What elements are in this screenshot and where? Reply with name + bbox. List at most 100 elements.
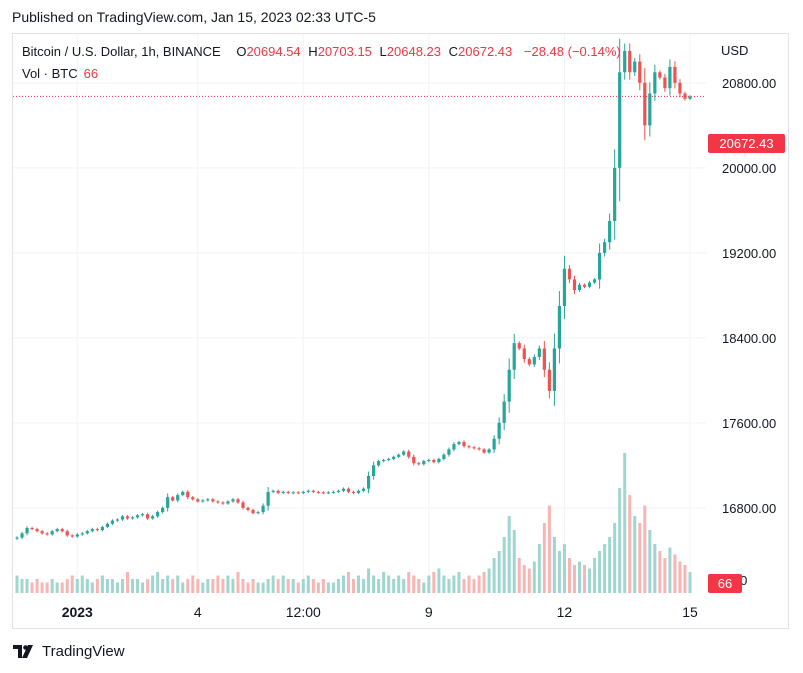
- close-label: C: [448, 44, 459, 59]
- volume-bar: [643, 505, 647, 593]
- candle-body: [276, 490, 280, 493]
- candle-body: [20, 533, 24, 538]
- volume-bar: [336, 579, 340, 593]
- candle-body: [603, 242, 607, 253]
- candle-body: [50, 531, 54, 535]
- candle-body: [457, 441, 461, 445]
- volume-bar: [482, 572, 486, 593]
- candle-body: [678, 82, 682, 94]
- volume-bar: [346, 572, 350, 593]
- candle-body: [497, 422, 501, 439]
- volume-bar: [542, 523, 546, 593]
- candle-body: [55, 529, 59, 532]
- candle-body: [442, 454, 446, 459]
- volume-bar: [15, 575, 19, 593]
- volume-value: 66: [83, 66, 99, 81]
- volume-bar: [131, 579, 135, 593]
- volume-bar: [231, 579, 235, 593]
- volume-bar: [382, 572, 386, 593]
- volume-bar: [522, 565, 526, 593]
- volume-bar: [296, 582, 300, 593]
- volume-bar: [191, 575, 195, 593]
- volume-bar: [25, 579, 29, 593]
- close-value: 20672.43: [458, 44, 513, 59]
- volume-bar: [60, 582, 64, 593]
- candle-body: [226, 501, 230, 504]
- volume-bar: [65, 579, 69, 593]
- volume-bar: [226, 575, 230, 593]
- candle-body: [412, 456, 416, 464]
- candle-body: [502, 401, 506, 423]
- y-tick-label: 17600.00: [722, 416, 776, 431]
- volume-bar: [507, 516, 511, 593]
- volume-bar: [467, 575, 471, 593]
- x-tick-label: 15: [682, 604, 698, 620]
- volume-bar: [100, 575, 104, 593]
- volume-label[interactable]: Vol · BTC: [22, 66, 78, 81]
- candle-body: [387, 458, 391, 461]
- candle-body: [216, 501, 220, 503]
- candle-body: [221, 502, 225, 504]
- candle-body: [407, 451, 411, 457]
- candle-body: [663, 77, 667, 89]
- volume-bar: [623, 453, 627, 593]
- volume-bar: [372, 575, 376, 593]
- volume-bar: [50, 579, 54, 593]
- volume-bar: [517, 558, 521, 593]
- candle-body: [537, 348, 541, 357]
- volume-bar: [502, 537, 506, 593]
- candle-body: [492, 438, 496, 450]
- volume-bar: [527, 568, 531, 593]
- volume-bar: [583, 565, 587, 593]
- volume-bar: [402, 579, 406, 593]
- candle-body: [70, 535, 74, 537]
- candle-body: [206, 499, 210, 501]
- currency-label[interactable]: USD: [721, 43, 749, 58]
- candle-body: [371, 465, 376, 476]
- volume-bar: [407, 572, 411, 593]
- candle-body: [522, 348, 526, 360]
- low-value: 20648.23: [386, 44, 442, 59]
- volume-bar: [447, 579, 451, 593]
- volume-bar: [276, 579, 280, 593]
- symbol-label[interactable]: Bitcoin / U.S. Dollar, 1h, BINANCE: [22, 44, 221, 59]
- candle-body: [130, 517, 135, 519]
- volume-bar: [417, 579, 421, 593]
- candle-body: [653, 72, 657, 94]
- volume-bar: [497, 551, 501, 593]
- candle-body: [618, 72, 622, 168]
- volume-bar: [598, 551, 602, 593]
- candle-body: [361, 488, 366, 491]
- open-value: 20694.54: [246, 44, 301, 59]
- candle-body: [351, 491, 356, 493]
- volume-bar: [80, 575, 84, 593]
- candle-body: [567, 268, 572, 280]
- change-value: −28.48 (−0.14%): [523, 44, 621, 59]
- volume-bar: [668, 547, 672, 593]
- candle-body: [246, 507, 250, 510]
- volume-bar: [45, 582, 49, 593]
- volume-bar: [321, 579, 325, 593]
- candle-body: [236, 499, 240, 503]
- candle-body: [181, 491, 185, 496]
- volume-bar: [477, 575, 481, 593]
- volume-bar: [427, 575, 431, 593]
- candle-body: [658, 72, 662, 78]
- volume-bar: [316, 582, 320, 593]
- volume-bar: [638, 523, 642, 593]
- x-tick-label: 9: [425, 604, 433, 620]
- volume-bar: [588, 568, 592, 593]
- volume-bar: [552, 537, 556, 593]
- ohlc-legend: Bitcoin / U.S. Dollar, 1h, BINANCE O2069…: [22, 44, 621, 59]
- candle-body: [547, 369, 551, 391]
- x-tick-label: 2023: [62, 604, 93, 620]
- tradingview-logo[interactable]: TradingView: [13, 643, 125, 660]
- candle-body: [140, 514, 145, 516]
- candle-body: [542, 348, 546, 370]
- candle-body: [35, 529, 39, 532]
- candle-body: [532, 356, 536, 365]
- candle-body: [186, 491, 190, 498]
- volume-bar: [613, 523, 617, 593]
- volume-bar: [20, 579, 24, 593]
